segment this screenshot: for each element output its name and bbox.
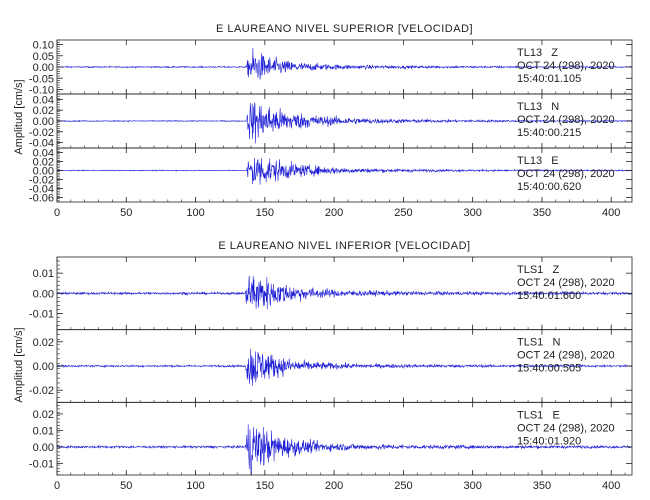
y-tick-label: 0.04 xyxy=(33,148,54,160)
channel-label: TLS1 E xyxy=(517,409,560,421)
y-tick-label: -0.01 xyxy=(29,309,54,321)
waveform-trace xyxy=(56,424,633,476)
y-tick-label: 0.01 xyxy=(33,425,54,437)
y-tick-label: 0.00 xyxy=(33,442,54,454)
x-tick-label: 400 xyxy=(602,480,620,492)
x-tick-label: 50 xyxy=(120,207,132,219)
waveform-trace xyxy=(56,275,633,310)
time-label: 15:40:01.105 xyxy=(517,73,581,85)
y-tick-label: 0.02 xyxy=(33,105,54,117)
x-tick-label: 350 xyxy=(533,480,551,492)
y-tick-label: 0.02 xyxy=(33,337,54,349)
y-tick-label: 0.01 xyxy=(33,268,54,280)
y-tick-label: 0.00 xyxy=(33,288,54,300)
time-label: 15:40:00.215 xyxy=(517,127,581,139)
channel-label: TL13 Z xyxy=(517,47,558,59)
time-label: 15:40:00.620 xyxy=(517,181,581,193)
time-label: 15:40:00.505 xyxy=(517,363,581,375)
y-tick-label: -0.10 xyxy=(29,85,54,97)
y-tick-label: -0.04 xyxy=(29,138,54,150)
y-tick-label: 0.04 xyxy=(33,94,54,106)
x-tick-label: 200 xyxy=(325,207,343,219)
y-axis-label: Amplitud [cm/s] xyxy=(13,327,25,402)
y-tick-label: 0.02 xyxy=(33,409,54,421)
y-tick-label: -0.01 xyxy=(29,458,54,470)
date-label: OCT 24 (298), 2020 xyxy=(517,168,615,180)
channel-label: TL13 N xyxy=(517,101,559,113)
x-tick-label: 100 xyxy=(186,207,204,219)
waveform-trace xyxy=(56,157,633,185)
date-label: OCT 24 (298), 2020 xyxy=(517,350,615,362)
y-tick-label: -0.02 xyxy=(29,385,54,397)
chart-title: E LAUREANO NIVEL INFERIOR [VELOCIDAD] xyxy=(218,240,470,252)
x-tick-label: 250 xyxy=(394,480,412,492)
date-label: OCT 24 (298), 2020 xyxy=(517,422,615,434)
x-tick-label: 150 xyxy=(256,207,274,219)
channel-label: TL13 E xyxy=(517,155,559,167)
waveform-trace xyxy=(56,348,633,386)
y-axis-label: Amplitud [cm/s] xyxy=(13,79,25,154)
x-tick-label: 350 xyxy=(533,207,551,219)
x-tick-label: 0 xyxy=(54,207,60,219)
time-label: 15:40:01.600 xyxy=(517,290,581,302)
y-tick-label: -0.02 xyxy=(29,127,54,139)
y-tick-label: 0.02 xyxy=(33,157,54,169)
channel-label: TLS1 N xyxy=(517,337,560,349)
y-tick-label: 0.00 xyxy=(33,166,54,178)
x-tick-label: 0 xyxy=(54,480,60,492)
chart-title: E LAUREANO NIVEL SUPERIOR [VELOCIDAD] xyxy=(216,23,473,35)
x-tick-label: 300 xyxy=(463,207,481,219)
y-tick-label: -0.04 xyxy=(29,184,54,196)
date-label: OCT 24 (298), 2020 xyxy=(517,277,615,289)
x-tick-label: 50 xyxy=(120,480,132,492)
time-label: 15:40:01.920 xyxy=(517,435,581,447)
y-tick-label: 0.10 xyxy=(33,40,54,52)
x-tick-label: 150 xyxy=(256,480,274,492)
waveform-trace xyxy=(56,48,633,80)
y-tick-label: -0.06 xyxy=(29,193,54,205)
x-tick-label: 250 xyxy=(394,207,412,219)
date-label: OCT 24 (298), 2020 xyxy=(517,114,615,126)
x-tick-label: 300 xyxy=(463,480,481,492)
y-tick-label: 0.00 xyxy=(33,116,54,128)
y-tick-label: -0.02 xyxy=(29,175,54,187)
y-tick-label: 0.00 xyxy=(33,62,54,74)
x-tick-label: 100 xyxy=(186,480,204,492)
y-tick-label: 0.00 xyxy=(33,361,54,373)
x-tick-label: 400 xyxy=(602,207,620,219)
y-tick-label: 0.05 xyxy=(33,51,54,63)
channel-label: TLS1 Z xyxy=(517,264,559,276)
date-label: OCT 24 (298), 2020 xyxy=(517,60,615,72)
waveform-trace xyxy=(56,102,633,144)
x-tick-label: 200 xyxy=(325,480,343,492)
y-tick-label: -0.05 xyxy=(29,73,54,85)
